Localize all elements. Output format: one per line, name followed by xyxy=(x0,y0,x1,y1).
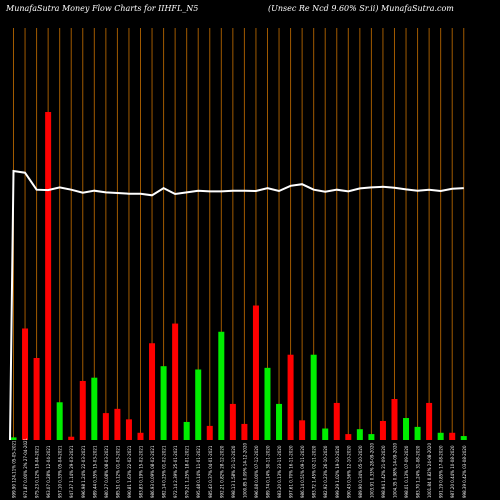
x-tick-label: 989.44 0.35% 15-03-2021 xyxy=(92,445,97,498)
bar-19-10-2020 xyxy=(333,402,340,440)
x-tick-label: 990.81 1.63% 22-02-2021 xyxy=(127,445,132,498)
bar-09-11-2020 xyxy=(299,420,306,440)
bar-26-10-2020 xyxy=(322,428,329,440)
x-tick-label: 947.37 1.14% 29-03-2021 xyxy=(69,445,74,498)
x-tick-label: 987.20 0.44% 10-08-2020 xyxy=(450,445,455,498)
x-tick-label: 991.19 0.85% 17-08-2020 xyxy=(439,445,444,498)
bar-15-03-2021 xyxy=(91,377,98,440)
bar-07-12-2020 xyxy=(252,305,259,440)
x-tick-label: 963.07 0.28% 12-04-2021 xyxy=(46,445,51,498)
bar-10-08-2020 xyxy=(449,432,456,440)
bar-28-09-2020 xyxy=(368,434,375,440)
bar-23-11-2020 xyxy=(276,403,283,440)
x-tick-label: 975.23 0.12% 19-04-2021 xyxy=(35,445,40,498)
bars xyxy=(10,112,467,440)
x-tick-label: 998.94 1.42% 21-09-2020 xyxy=(381,445,386,498)
chart-title-right: (Unsec Re Ncd 9.60% Sr.ii) MunafaSutra.c… xyxy=(268,4,454,13)
bar-27-04-2021 xyxy=(22,328,29,440)
bar-01-02-2021 xyxy=(160,366,167,440)
bar-25-01-2021 xyxy=(172,323,179,440)
x-tick-label: 1003.91 0.33% 28-09-2020 xyxy=(369,443,374,498)
bar-11-01-2021 xyxy=(195,369,202,440)
bar-02-11-2020 xyxy=(310,354,317,440)
x-tick-label: 980.27 0.08% 08-03-2021 xyxy=(104,445,109,498)
x-tick-label: 1000.85 0.09% 14-12-2020 xyxy=(242,443,247,498)
x-tick-label: 1001.84 0.82% 24-08-2020 xyxy=(427,443,432,498)
x-tick-label: 990.43 0.56% 12-10-2020 xyxy=(346,445,351,498)
x-tick-label: 982.14 0.25% 01-02-2021 xyxy=(162,445,167,498)
bar-07-09-2020 xyxy=(403,418,410,440)
x-tick-label: 986.14 0.51% 09-11-2020 xyxy=(300,445,305,498)
x-tick-label: 985.51 0.12% 01-03-2021 xyxy=(115,445,120,498)
x-tick-label: 999.29 1.02% 19-10-2020 xyxy=(335,445,340,498)
x-tick-label: 996.98 1.24% 22-03-2021 xyxy=(81,445,86,498)
bar-21-09-2020 xyxy=(379,420,386,440)
x-tick-label: 998.13 1.58% 21-12-2020 xyxy=(231,445,236,498)
bar-15-02-2021 xyxy=(137,432,144,440)
bar-19-04-2021 xyxy=(33,358,40,440)
bar-01-03-2021 xyxy=(114,408,121,440)
x-tick-label: 983.83 0.19% 15-02-2021 xyxy=(138,445,143,498)
chart-title-left: MunafaSutra Money Flow Charts for IIHFL_… xyxy=(6,4,199,13)
bar-12-04-2021 xyxy=(45,112,52,440)
x-tick-label: 998.01 0.13% 07-09-2020 xyxy=(404,445,409,498)
x-tick-label: 985.43 0.37% 04-01-2021 xyxy=(208,445,213,498)
bar-05-05-2021 xyxy=(10,437,17,440)
x-tick-label: 989.90 0.34% 05-10-2020 xyxy=(358,445,363,498)
x-tick-label: 983.70 1.24% 31-08-2020 xyxy=(416,445,421,498)
bar-29-03-2021 xyxy=(68,436,75,440)
x-tick-label: 957.10 0.33% 05-04-2021 xyxy=(58,445,63,498)
bar-30-11-2020 xyxy=(264,367,271,440)
bar-18-01-2021 xyxy=(183,421,190,440)
bar-31-08-2020 xyxy=(414,426,421,440)
money-flow-line xyxy=(9,169,464,441)
x-tick-label: 989.74 0.14% 30-11-2020 xyxy=(265,445,270,498)
x-tick-label: 1004.35 0.98% 14-09-2020 xyxy=(392,443,397,498)
bar-22-03-2021 xyxy=(79,380,86,440)
x-axis-labels: 999.90 124.11% 05-05-2021 971.87 0.00% 2%… xyxy=(12,437,467,498)
x-tick-label: 986.93 0.09% 08-02-2021 xyxy=(150,445,155,498)
x-tick-label: 979.21 1.25% 18-01-2021 xyxy=(185,445,190,498)
vertical-gridlines xyxy=(13,28,465,440)
bar-04-01-2021 xyxy=(206,425,213,440)
x-tick-label: 983.72 1.45% 02-11-2020 xyxy=(312,445,317,498)
bar-21-12-2020 xyxy=(229,403,236,440)
bar-28-12-2020 xyxy=(218,331,225,440)
x-tick-label: 992.21 0.82% 28-12-2020 xyxy=(219,445,224,498)
x-tick-label: 971.87 0.00% 2% 27-04-2021 xyxy=(23,437,28,498)
x-tick-label: 983.20 0.13% 23-11-2020 xyxy=(277,445,282,498)
bar-12-10-2020 xyxy=(345,434,352,440)
x-tick-label: 999.90 124.11% 05-05-2021 xyxy=(12,440,17,498)
bar-24-08-2020 xyxy=(426,402,433,440)
bar-08-03-2021 xyxy=(102,413,109,440)
bar-05-10-2020 xyxy=(356,429,363,440)
bar-17-08-2020 xyxy=(437,432,444,440)
bar-05-04-2021 xyxy=(56,402,63,440)
x-tick-label: 996.08 0.00% 07-12-2020 xyxy=(254,445,259,498)
x-tick-label: 998.39 0.42% 03-08-2020 xyxy=(462,445,467,498)
bar-03-08-2020 xyxy=(460,436,467,440)
bar-16-11-2020 xyxy=(287,354,294,440)
bar-14-09-2020 xyxy=(391,399,398,440)
bar-08-02-2021 xyxy=(149,343,156,440)
bar-22-02-2021 xyxy=(125,419,132,440)
x-tick-label: 995.48 0.14% 11-01-2021 xyxy=(196,445,201,498)
x-tick-label: 982.92 0.23% 26-10-2020 xyxy=(323,445,328,498)
x-tick-label: 972.14 2.39% 25-01-2021 xyxy=(173,445,178,498)
x-tick-label: 997.61 0.70% 16-11-2020 xyxy=(289,445,294,498)
bar-14-12-2020 xyxy=(241,423,248,440)
